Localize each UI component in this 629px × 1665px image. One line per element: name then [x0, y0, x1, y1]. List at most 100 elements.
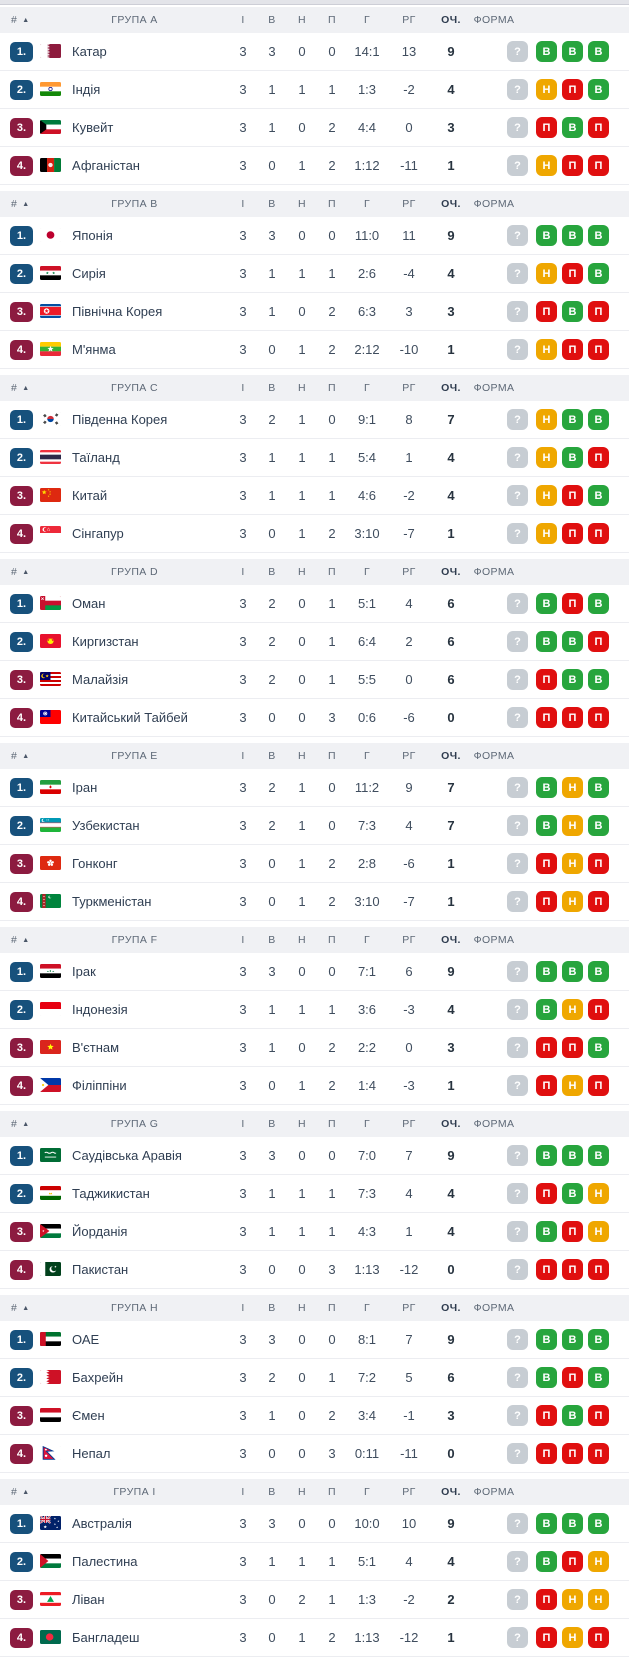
form-upcoming-badge[interactable]: ? — [507, 1405, 528, 1426]
form-result-badge[interactable]: В — [562, 1513, 583, 1534]
team-name[interactable]: Іран — [72, 780, 98, 795]
table-row[interactable]: 3. В'єтнам 3 1 0 2 2:2 0 3 ? П П В — [0, 1029, 629, 1067]
form-result-badge[interactable]: П — [536, 707, 557, 728]
team-name[interactable]: Ємен — [72, 1408, 105, 1423]
form-result-badge[interactable]: П — [588, 853, 609, 874]
column-pos-sort[interactable]: # ▲ — [0, 1302, 40, 1314]
form-upcoming-badge[interactable]: ? — [507, 117, 528, 138]
form-upcoming-badge[interactable]: ? — [507, 1259, 528, 1280]
form-result-badge[interactable]: П — [562, 523, 583, 544]
form-upcoming-badge[interactable]: ? — [507, 1367, 528, 1388]
form-result-badge[interactable]: В — [562, 409, 583, 430]
form-upcoming-badge[interactable]: ? — [507, 447, 528, 468]
form-upcoming-badge[interactable]: ? — [507, 485, 528, 506]
table-row[interactable]: 4. Афганістан 3 0 1 2 1:12 -11 1 ? Н П П — [0, 147, 629, 185]
form-result-badge[interactable]: П — [588, 339, 609, 360]
table-row[interactable]: 2. Узбекистан 3 2 1 0 7:3 4 7 ? В Н В — [0, 807, 629, 845]
form-result-badge[interactable]: В — [588, 79, 609, 100]
form-result-badge[interactable]: П — [536, 853, 557, 874]
team-name[interactable]: ОАЕ — [72, 1332, 100, 1347]
form-upcoming-badge[interactable]: ? — [507, 1513, 528, 1534]
form-result-badge[interactable]: В — [536, 1221, 557, 1242]
team-name[interactable]: М'янма — [72, 342, 116, 357]
form-upcoming-badge[interactable]: ? — [507, 1443, 528, 1464]
form-result-badge[interactable]: П — [562, 593, 583, 614]
form-upcoming-badge[interactable]: ? — [507, 853, 528, 874]
team-name[interactable]: Малайзія — [72, 672, 129, 687]
table-row[interactable]: 2. Таїланд 3 1 1 1 5:4 1 4 ? Н В П — [0, 439, 629, 477]
form-upcoming-badge[interactable]: ? — [507, 777, 528, 798]
team-name[interactable]: Кувейт — [72, 120, 114, 135]
team-name[interactable]: Індія — [72, 82, 101, 97]
form-result-badge[interactable]: П — [588, 1405, 609, 1426]
form-result-badge[interactable]: Н — [588, 1589, 609, 1610]
form-result-badge[interactable]: П — [562, 155, 583, 176]
form-result-badge[interactable]: В — [588, 1329, 609, 1350]
form-result-badge[interactable]: В — [588, 669, 609, 690]
team-name[interactable]: Південна Корея — [72, 412, 168, 427]
team-name[interactable]: Туркменістан — [72, 894, 152, 909]
form-upcoming-badge[interactable]: ? — [507, 523, 528, 544]
form-upcoming-badge[interactable]: ? — [507, 301, 528, 322]
form-result-badge[interactable]: П — [562, 1259, 583, 1280]
form-result-badge[interactable]: П — [588, 999, 609, 1020]
form-result-badge[interactable]: В — [536, 1551, 557, 1572]
form-upcoming-badge[interactable]: ? — [507, 1221, 528, 1242]
form-result-badge[interactable]: П — [562, 1551, 583, 1572]
form-upcoming-badge[interactable]: ? — [507, 1627, 528, 1648]
team-name[interactable]: Киргизстан — [72, 634, 139, 649]
table-row[interactable]: 3. Китай 3 1 1 1 4:6 -2 4 ? Н П В — [0, 477, 629, 515]
table-row[interactable]: 1. Катар 3 3 0 0 14:1 13 9 ? В В В — [0, 33, 629, 71]
form-upcoming-badge[interactable]: ? — [507, 1329, 528, 1350]
form-result-badge[interactable]: П — [562, 263, 583, 284]
form-result-badge[interactable]: П — [562, 1443, 583, 1464]
form-upcoming-badge[interactable]: ? — [507, 1075, 528, 1096]
form-result-badge[interactable]: П — [562, 79, 583, 100]
form-result-badge[interactable]: В — [562, 631, 583, 652]
form-result-badge[interactable]: П — [588, 891, 609, 912]
form-result-badge[interactable]: В — [588, 815, 609, 836]
form-result-badge[interactable]: П — [536, 1627, 557, 1648]
form-result-badge[interactable]: П — [536, 891, 557, 912]
team-name[interactable]: В'єтнам — [72, 1040, 120, 1055]
form-result-badge[interactable]: В — [562, 1405, 583, 1426]
form-result-badge[interactable]: В — [588, 1145, 609, 1166]
team-name[interactable]: Таджикистан — [72, 1186, 150, 1201]
form-upcoming-badge[interactable]: ? — [507, 1551, 528, 1572]
form-result-badge[interactable]: П — [588, 301, 609, 322]
form-upcoming-badge[interactable]: ? — [507, 263, 528, 284]
form-result-badge[interactable]: Н — [562, 777, 583, 798]
form-upcoming-badge[interactable]: ? — [507, 891, 528, 912]
team-name[interactable]: Ірак — [72, 964, 96, 979]
form-upcoming-badge[interactable]: ? — [507, 707, 528, 728]
form-result-badge[interactable]: В — [536, 961, 557, 982]
form-result-badge[interactable]: П — [562, 485, 583, 506]
form-result-badge[interactable]: В — [536, 1367, 557, 1388]
form-result-badge[interactable]: П — [562, 1037, 583, 1058]
form-result-badge[interactable]: В — [588, 593, 609, 614]
form-result-badge[interactable]: В — [536, 1145, 557, 1166]
table-row[interactable]: 3. Кувейт 3 1 0 2 4:4 0 3 ? П В П — [0, 109, 629, 147]
team-name[interactable]: Бахрейн — [72, 1370, 124, 1385]
team-name[interactable]: Сирія — [72, 266, 106, 281]
form-result-badge[interactable]: В — [562, 1145, 583, 1166]
table-row[interactable]: 1. Австралія 3 3 0 0 10:0 10 9 ? В В В — [0, 1505, 629, 1543]
form-result-badge[interactable]: В — [536, 1513, 557, 1534]
form-result-badge[interactable]: П — [536, 1259, 557, 1280]
table-row[interactable]: 3. Північна Корея 3 1 0 2 6:3 3 3 ? П В П — [0, 293, 629, 331]
form-result-badge[interactable]: Н — [562, 1075, 583, 1096]
form-result-badge[interactable]: П — [562, 339, 583, 360]
form-result-badge[interactable]: В — [562, 447, 583, 468]
form-upcoming-badge[interactable]: ? — [507, 409, 528, 430]
table-row[interactable]: 3. Йорданія 3 1 1 1 4:3 1 4 ? В П Н — [0, 1213, 629, 1251]
table-row[interactable]: 4. Китайський Тайбей 3 0 0 3 0:6 -6 0 ? П… — [0, 699, 629, 737]
form-upcoming-badge[interactable]: ? — [507, 999, 528, 1020]
table-row[interactable]: 2. Таджикистан 3 1 1 1 7:3 4 4 ? П В Н — [0, 1175, 629, 1213]
form-result-badge[interactable]: П — [588, 523, 609, 544]
form-result-badge[interactable]: Н — [562, 1589, 583, 1610]
table-row[interactable]: 3. Ємен 3 1 0 2 3:4 -1 3 ? П В П — [0, 1397, 629, 1435]
team-name[interactable]: Сінгапур — [72, 526, 124, 541]
team-name[interactable]: Гонконг — [72, 856, 118, 871]
team-name[interactable]: Північна Корея — [72, 304, 163, 319]
form-result-badge[interactable]: П — [536, 1405, 557, 1426]
